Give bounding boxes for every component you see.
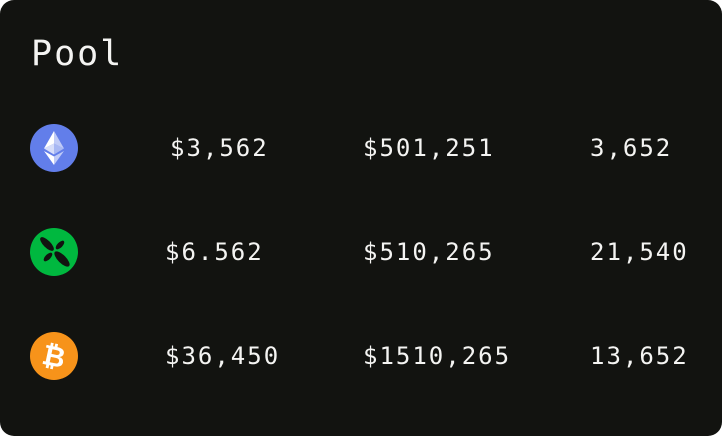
pool-row-btc[interactable]: ₿ $36,450 $1510,265 13,652	[0, 332, 722, 380]
bitcoin-icon: ₿	[30, 332, 78, 380]
count-value: 3,652	[590, 134, 673, 162]
price-value: $36,450	[165, 342, 281, 370]
liquidity-value: $510,265	[363, 238, 495, 266]
price-value: $3,562	[170, 134, 269, 162]
liquidity-value: $501,251	[363, 134, 495, 162]
ethereum-icon	[30, 124, 78, 172]
count-value: 13,652	[590, 342, 689, 370]
green-coin-icon	[30, 228, 78, 276]
pool-row-eth[interactable]: $3,562 $501,251 3,652	[0, 124, 722, 172]
price-value: $6.562	[165, 238, 264, 266]
count-value: 21,540	[590, 238, 689, 266]
pool-row-green[interactable]: $6.562 $510,265 21,540	[0, 228, 722, 276]
liquidity-value: $1510,265	[363, 342, 512, 370]
card-title: Pool	[31, 34, 124, 74]
